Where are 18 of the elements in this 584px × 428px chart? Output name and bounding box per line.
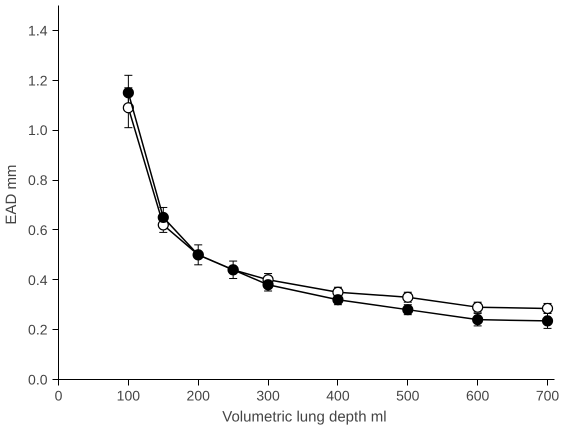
- y-axis-title: EAD mm: [3, 164, 20, 225]
- x-tick-label: 0: [54, 388, 63, 404]
- y-tick-label: 0.8: [28, 172, 48, 188]
- y-tick-label: 1.0: [28, 122, 48, 138]
- y-tick-label: 0.6: [28, 222, 48, 238]
- x-tick-label: 300: [256, 388, 280, 404]
- y-tick-label: 1.2: [28, 72, 48, 88]
- x-tick-label: 700: [536, 388, 560, 404]
- y-tick-label: 0.2: [28, 322, 48, 338]
- y-tick-label: 0.0: [28, 372, 48, 388]
- x-axis-title: Volumetric lung depth ml: [222, 408, 387, 426]
- y-tick-label: 1.4: [28, 22, 48, 38]
- x-tick-label: 500: [396, 388, 420, 404]
- x-tick-label: 600: [466, 388, 490, 404]
- x-tick-label: 200: [186, 388, 210, 404]
- y-tick-label: 0.4: [28, 272, 48, 288]
- x-tick-label: 400: [326, 388, 350, 404]
- x-tick-label: 100: [116, 388, 140, 404]
